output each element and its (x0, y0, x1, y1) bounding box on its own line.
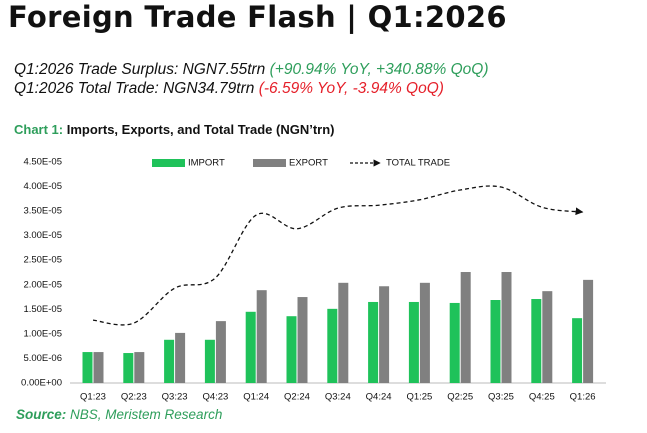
bar (379, 286, 390, 383)
bar (245, 311, 256, 383)
y-tick-label: 4.00E-05 (23, 181, 62, 192)
bar (256, 290, 267, 383)
y-tick-label: 0.00E+00 (21, 378, 62, 389)
bar (572, 318, 583, 383)
bar (449, 302, 460, 383)
x-tick-label: Q2:24 (284, 392, 310, 403)
bar (490, 300, 501, 383)
y-tick-label: 2.50E-05 (23, 255, 62, 266)
bar (542, 291, 553, 383)
bar (134, 352, 145, 383)
y-tick-label: 1.50E-05 (23, 304, 62, 315)
x-tick-label: Q2:23 (121, 392, 147, 403)
y-tick-label: 4.50E-05 (23, 157, 62, 168)
x-tick-label: Q3:24 (325, 392, 351, 403)
y-tick-label: 2.00E-05 (23, 279, 62, 290)
source: Source: NBS, Meristem Research (16, 407, 222, 422)
summary-line: Q1:2026 Trade Surplus: NGN7.55trn (+90.9… (14, 61, 489, 79)
x-tick-label: Q1:26 (570, 392, 596, 403)
y-tick-label: 3.50E-05 (23, 206, 62, 217)
source-label: Source: (16, 407, 66, 422)
bar (215, 321, 226, 383)
line (92, 185, 584, 326)
x-tick-label: Q3:23 (162, 392, 188, 403)
legend-swatch (253, 159, 286, 167)
x-tick-label: Q1:24 (243, 392, 269, 403)
page-title: Foreign Trade Flash | Q1:2026 (8, 0, 507, 34)
bar (419, 282, 430, 383)
chart-title-text: Imports, Exports, and Total Trade (NGN’t… (67, 122, 335, 137)
summary-label: Q1:2026 Trade Surplus: NGN7.55trn (14, 61, 266, 78)
legend-label: EXPORT (289, 158, 328, 169)
bar (408, 301, 419, 383)
bar (338, 282, 349, 383)
bar (164, 339, 175, 383)
x-tick-label: Q2:25 (447, 392, 473, 403)
bar (93, 352, 104, 383)
y-tick-label: 1.00E-05 (23, 328, 62, 339)
summary-label: Q1:2026 Total Trade: NGN34.79trn (14, 80, 255, 97)
bar (368, 301, 379, 383)
legend-swatch (152, 159, 185, 167)
y-tick-label: 5.00E-06 (23, 353, 62, 364)
legend-label: IMPORT (188, 158, 225, 169)
legend-label: TOTAL TRADE (386, 158, 450, 169)
x-tick-label: Q4:24 (366, 392, 392, 403)
summary-change: (-6.59% YoY, -3.94% QoQ) (258, 80, 444, 97)
x-tick-label: Q4:23 (202, 392, 228, 403)
x-tick-label: Q3:25 (488, 392, 514, 403)
x-tick-label: Q1:25 (406, 392, 432, 403)
bar (327, 308, 338, 383)
x-tick-label: Q4:25 (529, 392, 555, 403)
bar (175, 332, 186, 383)
bar (460, 272, 471, 383)
chart-title: Chart 1: Imports, Exports, and Total Tra… (14, 122, 334, 137)
x-tick-label: Q1:23 (80, 392, 106, 403)
bar (123, 353, 134, 383)
chart-label: Chart 1: (14, 122, 63, 137)
bar (501, 272, 512, 383)
source-text: NBS, Meristem Research (70, 407, 222, 422)
bar (286, 316, 297, 383)
summary-line: Q1:2026 Total Trade: NGN34.79trn (-6.59%… (14, 80, 444, 98)
bar (583, 279, 594, 383)
y-tick-label: 3.00E-05 (23, 230, 62, 241)
bar (297, 297, 308, 383)
bar (82, 352, 93, 383)
bar (204, 339, 215, 383)
bar (531, 299, 542, 383)
summary-change: (+90.94% YoY, +340.88% QoQ) (269, 61, 489, 78)
